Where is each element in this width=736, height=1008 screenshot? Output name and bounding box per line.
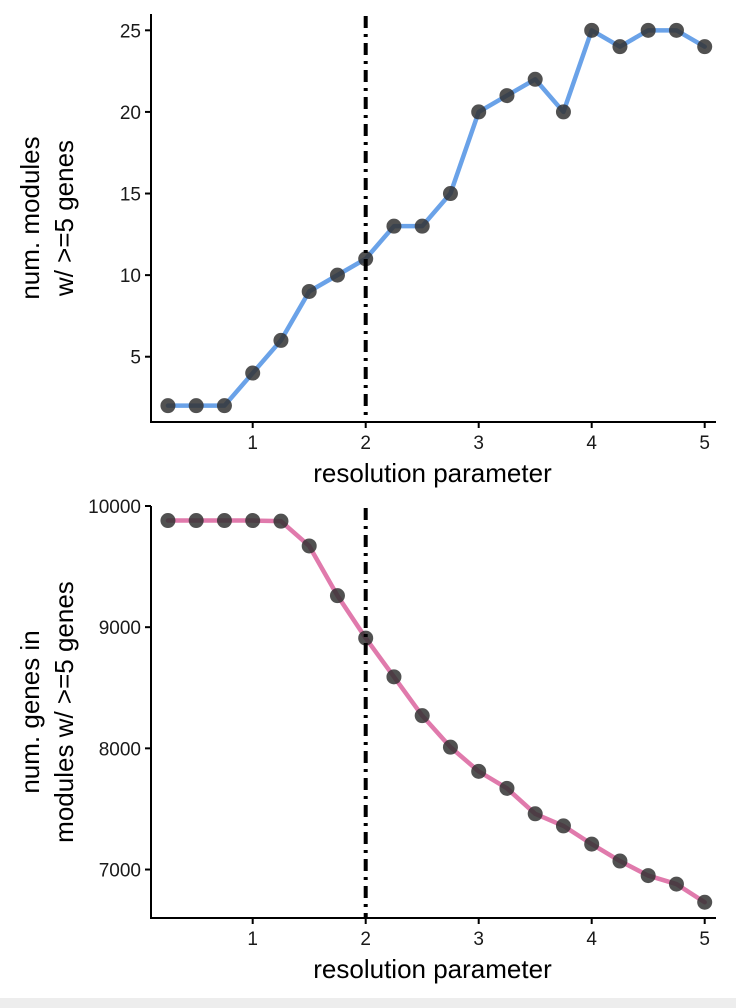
y-axis-title-line-2: modules w/ >=5 genes	[49, 581, 79, 843]
data-point	[160, 513, 176, 529]
data-point	[414, 708, 430, 724]
series-line	[165, 518, 707, 905]
y-tick-label: 8000	[99, 739, 141, 760]
data-point	[527, 71, 543, 87]
y-axis-title-line-1: num. genes in	[15, 630, 45, 793]
y-axis-title-line-2: w/ >=5 genes	[49, 140, 79, 297]
data-point	[471, 763, 487, 779]
data-point	[273, 332, 289, 348]
x-axis-title: resolution parameter	[313, 458, 552, 488]
data-point	[499, 88, 515, 104]
x-tick-label: 3	[473, 433, 484, 454]
data-point	[216, 513, 232, 529]
x-tick-label: 5	[699, 929, 710, 950]
data-point	[555, 104, 571, 120]
x-tick-label: 5	[699, 433, 710, 454]
y-tick-label: 15	[120, 185, 141, 206]
data-point	[188, 398, 204, 414]
data-point	[188, 513, 204, 529]
data-point	[273, 513, 289, 529]
data-point	[160, 398, 176, 414]
data-point	[358, 630, 374, 646]
data-point	[612, 853, 628, 869]
y-tick-label: 7000	[99, 861, 141, 882]
x-tick-label: 1	[247, 929, 258, 950]
data-point	[329, 267, 345, 283]
data-point	[442, 186, 458, 202]
chart-panel-2: 7000 8000 9000 10000 1 2 3 4 5 resolution paramet…	[15, 497, 716, 984]
data-point	[697, 894, 713, 910]
x-tick-label: 1	[247, 433, 258, 454]
data-point	[414, 218, 430, 234]
data-point	[245, 513, 261, 529]
data-point	[471, 104, 487, 120]
y-tick-label: 5	[130, 348, 141, 369]
chart-panel-1: 5 10 15 20 25 1 2 3 4 5 resolution parameter num. m…	[15, 14, 716, 488]
data-point	[499, 780, 515, 796]
x-axis-title: resolution parameter	[313, 954, 552, 984]
data-point	[442, 739, 458, 755]
data-point	[668, 22, 684, 38]
data-point	[329, 588, 345, 604]
x-tick-label: 3	[473, 929, 484, 950]
y-tick-label: 20	[120, 103, 141, 124]
data-point	[386, 218, 402, 234]
data-point	[555, 818, 571, 834]
data-point	[697, 39, 713, 55]
x-tick-label: 2	[360, 433, 371, 454]
data-point	[216, 398, 232, 414]
data-point	[301, 538, 317, 554]
data-point	[527, 806, 543, 822]
y-tick-label: 10000	[88, 497, 141, 518]
data-point	[245, 365, 261, 381]
data-point	[612, 39, 628, 55]
x-tick-label: 2	[360, 929, 371, 950]
data-point	[640, 22, 656, 38]
y-tick-label: 9000	[99, 618, 141, 639]
x-tick-label: 4	[586, 433, 597, 454]
data-point	[358, 251, 374, 267]
data-point	[584, 836, 600, 852]
data-point	[640, 868, 656, 884]
data-point	[584, 22, 600, 38]
x-tick-label: 4	[586, 929, 597, 950]
y-tick-label: 25	[120, 21, 141, 42]
data-point	[386, 669, 402, 685]
y-tick-label: 10	[120, 266, 141, 287]
data-point	[301, 283, 317, 299]
data-point	[668, 876, 684, 892]
y-axis-title-line-1: num. modules	[15, 136, 45, 299]
series-line	[165, 28, 707, 408]
bottom-strip	[0, 998, 736, 1008]
